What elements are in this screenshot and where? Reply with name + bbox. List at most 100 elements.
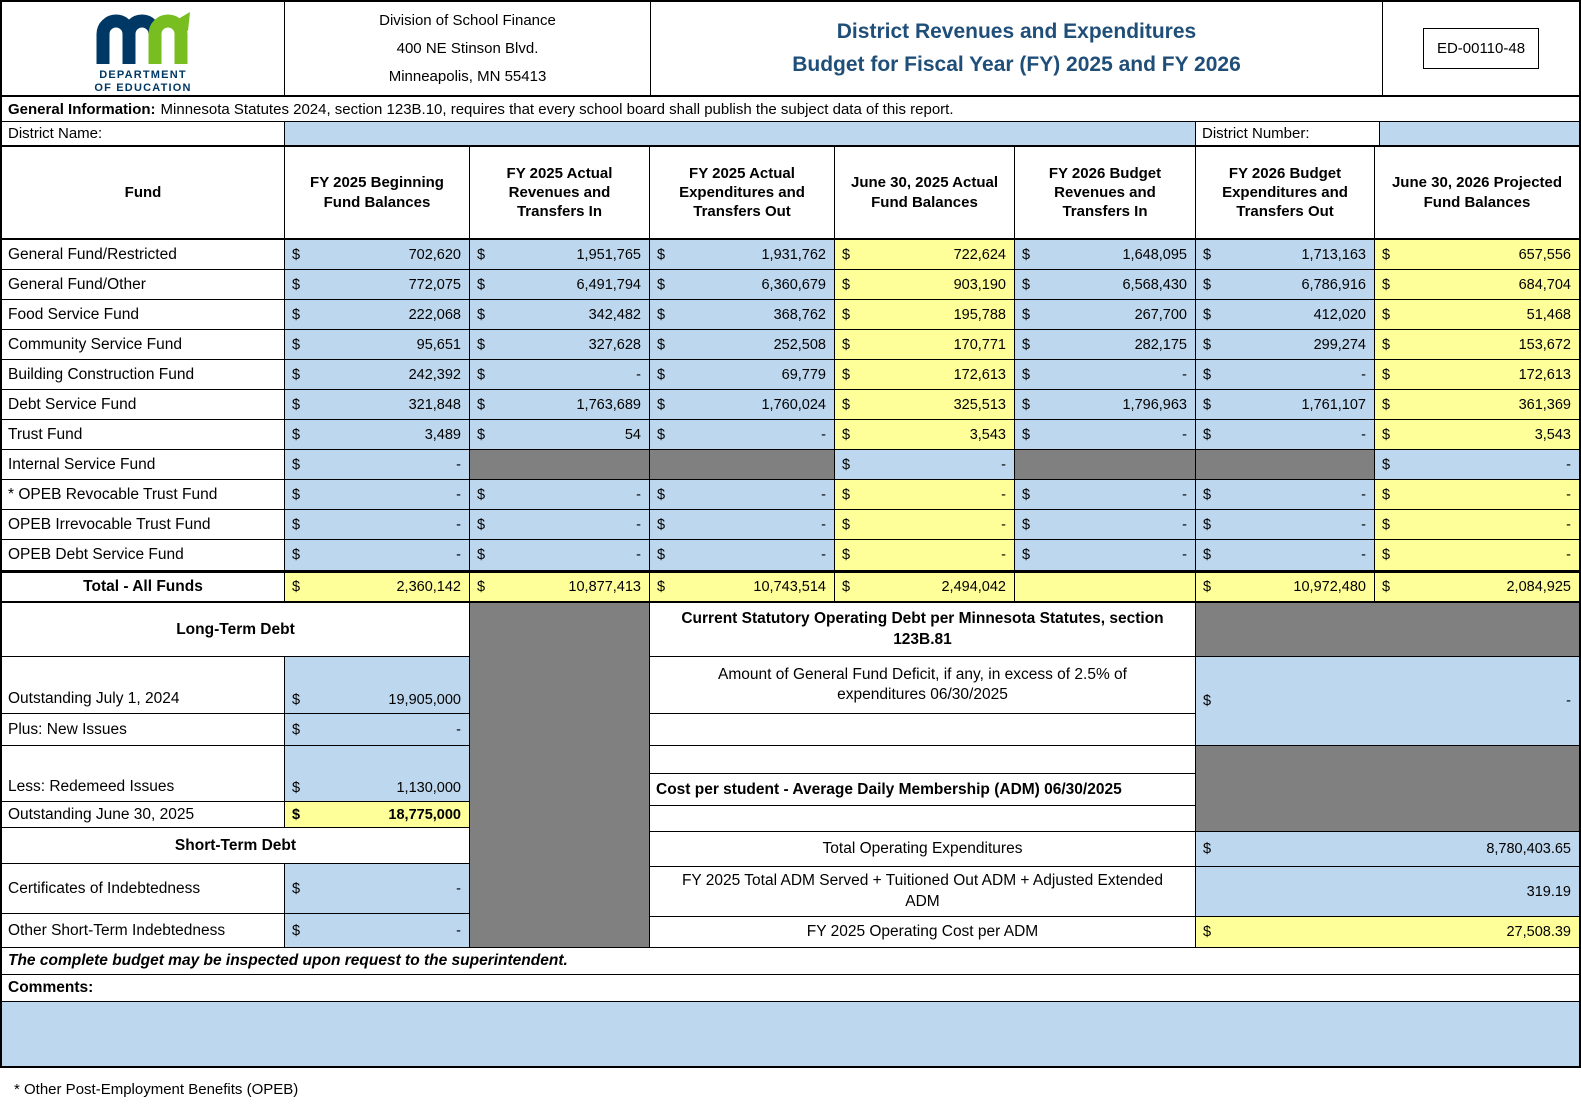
amount-cell: $ - bbox=[650, 510, 835, 539]
dollar-sign: $ bbox=[292, 246, 301, 263]
amount-cell: $ - bbox=[835, 450, 1015, 479]
comments-input[interactable] bbox=[2, 1002, 1579, 1066]
amount-value: 412,020 bbox=[1313, 306, 1366, 323]
amount-value: 172,613 bbox=[953, 366, 1006, 383]
table-row: Debt Service Fund $321,848 $1,763,689 $1,76… bbox=[2, 390, 1579, 420]
amount-cell bbox=[1015, 573, 1196, 601]
opeb-footnote: * Other Post-Employment Benefits (OPEB) bbox=[14, 1081, 299, 1098]
amount-cell: $ - bbox=[1375, 480, 1579, 509]
cost-per-student-header: Cost per student - Average Daily Members… bbox=[650, 774, 1195, 806]
dollar-sign: $ bbox=[1382, 366, 1391, 383]
dollar-sign: $ bbox=[1022, 306, 1031, 323]
amount-value: 1,760,024 bbox=[761, 396, 826, 413]
column-header: June 30, 2026 Projected Fund Balances bbox=[1391, 174, 1563, 211]
amount-cell bbox=[1015, 450, 1196, 479]
amount-cell: $ - bbox=[1015, 510, 1196, 539]
amount-value: - bbox=[1182, 426, 1187, 443]
amount-cell: $ - bbox=[470, 510, 650, 539]
amount-value: - bbox=[1001, 486, 1006, 503]
amount-cell: $ - bbox=[1015, 420, 1196, 449]
amount-value: - bbox=[456, 486, 461, 503]
dollar-sign: $ bbox=[292, 806, 301, 823]
header-band: DEPARTMENT OF EDUCATION Division of Scho… bbox=[2, 2, 1579, 97]
amount-value: 361,369 bbox=[1518, 396, 1571, 413]
dollar-sign: $ bbox=[292, 880, 301, 897]
general-information: General Information: Minnesota Statutes … bbox=[2, 97, 1579, 122]
amount-value: - bbox=[1361, 426, 1366, 443]
page-title: District Revenues and Expenditures Budge… bbox=[651, 2, 1383, 95]
amount-cell: $10,877,413 bbox=[470, 573, 650, 601]
dollar-sign: $ bbox=[842, 516, 851, 533]
std-row-label: Certificates of Indebtedness bbox=[2, 864, 285, 913]
dollar-sign: $ bbox=[1022, 486, 1031, 503]
general-information-label: General Information: bbox=[8, 100, 156, 118]
not-applicable-cell bbox=[1196, 603, 1579, 657]
table-row: Internal Service Fund $ - $ - $ - bbox=[2, 450, 1579, 480]
dollar-sign: $ bbox=[657, 547, 666, 563]
dollar-sign: $ bbox=[842, 486, 851, 503]
amount-value: 172,613 bbox=[1518, 366, 1571, 383]
amount-value: 3,543 bbox=[1534, 426, 1571, 443]
amount-value: 10,972,480 bbox=[1293, 579, 1366, 595]
dollar-sign: $ bbox=[1022, 366, 1031, 383]
std-row-value: $ - bbox=[285, 864, 469, 913]
std-row-label: Other Short-Term Indebtedness bbox=[2, 914, 285, 947]
dollar-sign: $ bbox=[477, 486, 486, 503]
dollar-sign: $ bbox=[1382, 246, 1391, 263]
amount-cell: $684,704 bbox=[1375, 270, 1579, 299]
dollar-sign: $ bbox=[657, 579, 666, 595]
amount-value: - bbox=[636, 516, 641, 533]
fund-name: Internal Service Fund bbox=[2, 450, 285, 479]
amount-cell: $ - bbox=[1196, 480, 1375, 509]
statutory-debt-header: Current Statutory Operating Debt per Min… bbox=[650, 603, 1195, 657]
dollar-sign: $ bbox=[1203, 841, 1212, 857]
dollar-sign: $ bbox=[1382, 456, 1391, 473]
column-header: FY 2026 Budget Expenditures and Transfer… bbox=[1196, 147, 1375, 238]
fund-name: Community Service Fund bbox=[2, 330, 285, 359]
cps-row-label: Total Operating Expenditures bbox=[650, 832, 1195, 867]
amount-value: 252,508 bbox=[773, 336, 826, 353]
budget-report-sheet: DEPARTMENT OF EDUCATION Division of Scho… bbox=[0, 0, 1581, 1068]
amount-value: 1,713,163 bbox=[1301, 246, 1366, 263]
amount-value: - bbox=[1182, 486, 1187, 503]
amount-cell: $3,543 bbox=[1375, 420, 1579, 449]
dollar-sign: $ bbox=[292, 579, 301, 595]
dollar-sign: $ bbox=[657, 396, 666, 413]
amount-value: - bbox=[456, 547, 461, 563]
district-number-input[interactable] bbox=[1380, 122, 1579, 145]
blank-row bbox=[650, 714, 1195, 746]
cps-row-label: FY 2025 Operating Cost per ADM bbox=[806, 922, 1039, 940]
dollar-sign: $ bbox=[292, 306, 301, 323]
amount-value: 1,763,689 bbox=[576, 396, 641, 413]
amount-value: 1,648,095 bbox=[1122, 246, 1187, 263]
amount-cell: $267,700 bbox=[1015, 300, 1196, 329]
dollar-sign: $ bbox=[1022, 547, 1031, 563]
amount-cell: $ - bbox=[650, 420, 835, 449]
dollar-sign: $ bbox=[1382, 547, 1391, 563]
dollar-sign: $ bbox=[842, 246, 851, 263]
dollar-sign: $ bbox=[1203, 276, 1212, 293]
amount-value: - bbox=[1361, 547, 1366, 563]
table-row: * OPEB Revocable Trust Fund $ - $ - $ - $ - $ - $ - $… bbox=[2, 480, 1579, 510]
amount-cell: $327,628 bbox=[470, 330, 650, 359]
amount-value: - bbox=[1182, 366, 1187, 383]
amount-value: - bbox=[1566, 516, 1571, 533]
comments-label: Comments: bbox=[2, 975, 1579, 1002]
lower-section: Long-Term Debt Outstanding July 1, 2024 … bbox=[2, 603, 1579, 948]
amount-cell: $ - bbox=[285, 480, 470, 509]
amount-cell: $ - bbox=[470, 360, 650, 389]
amount-value: 1,761,107 bbox=[1301, 396, 1366, 413]
amount-value: 3,489 bbox=[424, 426, 461, 443]
blank-row bbox=[650, 806, 1195, 832]
district-name-input[interactable] bbox=[285, 122, 1196, 145]
amount-value: 18,775,000 bbox=[388, 806, 461, 823]
adm-value: 319.19 bbox=[1196, 867, 1579, 917]
amount-value: 69,779 bbox=[781, 366, 826, 383]
amount-cell: $1,951,765 bbox=[470, 240, 650, 269]
column-header: Fund bbox=[2, 147, 285, 238]
amount-cell: $702,620 bbox=[285, 240, 470, 269]
ltd-row-label: Plus: New Issues bbox=[2, 714, 285, 745]
amount-value: 772,075 bbox=[408, 276, 461, 293]
fund-name: Food Service Fund bbox=[2, 300, 285, 329]
table-row: General Fund/Restricted $702,620 $1,951,76… bbox=[2, 240, 1579, 270]
